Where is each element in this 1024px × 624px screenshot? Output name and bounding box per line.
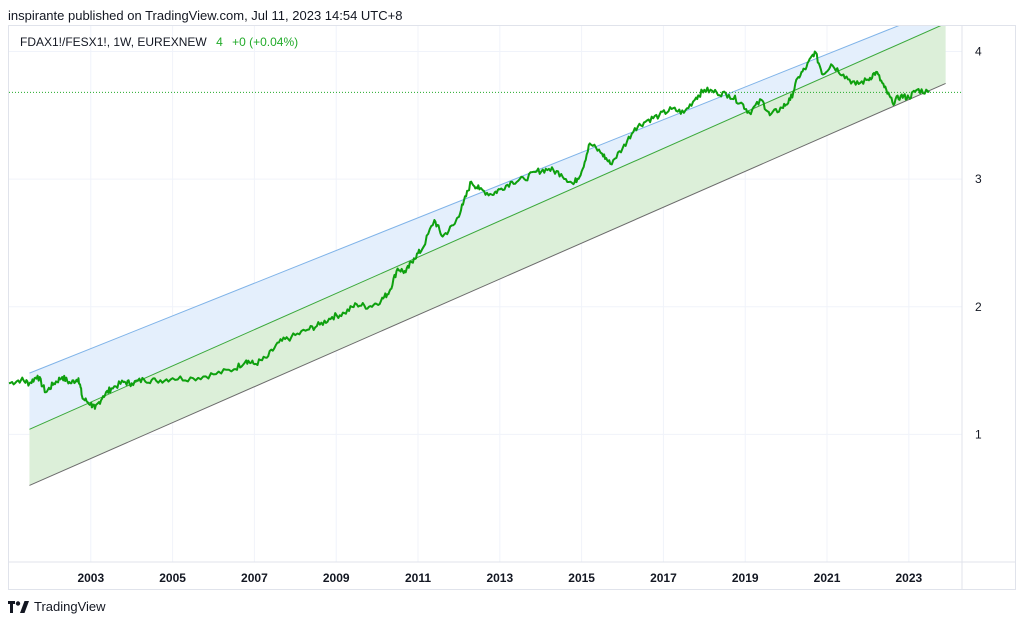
tradingview-logo-icon	[8, 600, 29, 613]
chart-legend[interactable]: FDAX1!/FESX1!, 1W, EUREXNEW 4 +0 (+0.04%…	[20, 35, 298, 49]
x-tick-label: 2015	[568, 571, 595, 585]
chart-frame	[8, 25, 1016, 590]
x-tick-label: 2023	[895, 571, 922, 585]
channel-upper-line	[29, 26, 900, 374]
price-series-line[interactable]	[8, 50, 930, 410]
y-tick-label: 4	[975, 45, 982, 59]
x-tick-label: 2021	[814, 571, 841, 585]
footer-brand-label: TradingView	[34, 599, 106, 614]
x-tick-label: 2005	[159, 571, 186, 585]
regression-channel[interactable]	[29, 7, 946, 486]
channel-upper-fill	[29, 26, 940, 430]
channel-lower-line	[29, 82, 946, 486]
legend-change: +0 (+0.04%)	[232, 35, 299, 49]
legend-last-value: 4	[216, 35, 223, 49]
x-tick-label: 2017	[650, 571, 677, 585]
channel-lower-fill	[29, 26, 946, 486]
x-tick-label: 2013	[486, 571, 513, 585]
x-tick-label: 2003	[77, 571, 104, 585]
y-tick-label: 1	[975, 427, 982, 441]
channel-middle-line	[29, 26, 942, 430]
y-tick-label: 2	[975, 300, 982, 314]
published-line: inspirante published on TradingView.com,…	[8, 8, 403, 23]
legend-symbol[interactable]: FDAX1!/FESX1!, 1W, EUREXNEW	[20, 35, 207, 49]
x-tick-label: 2009	[323, 571, 350, 585]
x-tick-label: 2019	[732, 571, 759, 585]
x-tick-label: 2011	[405, 571, 431, 585]
y-tick-label: 3	[975, 172, 982, 186]
x-tick-label: 2007	[241, 571, 268, 585]
footer-brand[interactable]: TradingView	[8, 599, 106, 614]
